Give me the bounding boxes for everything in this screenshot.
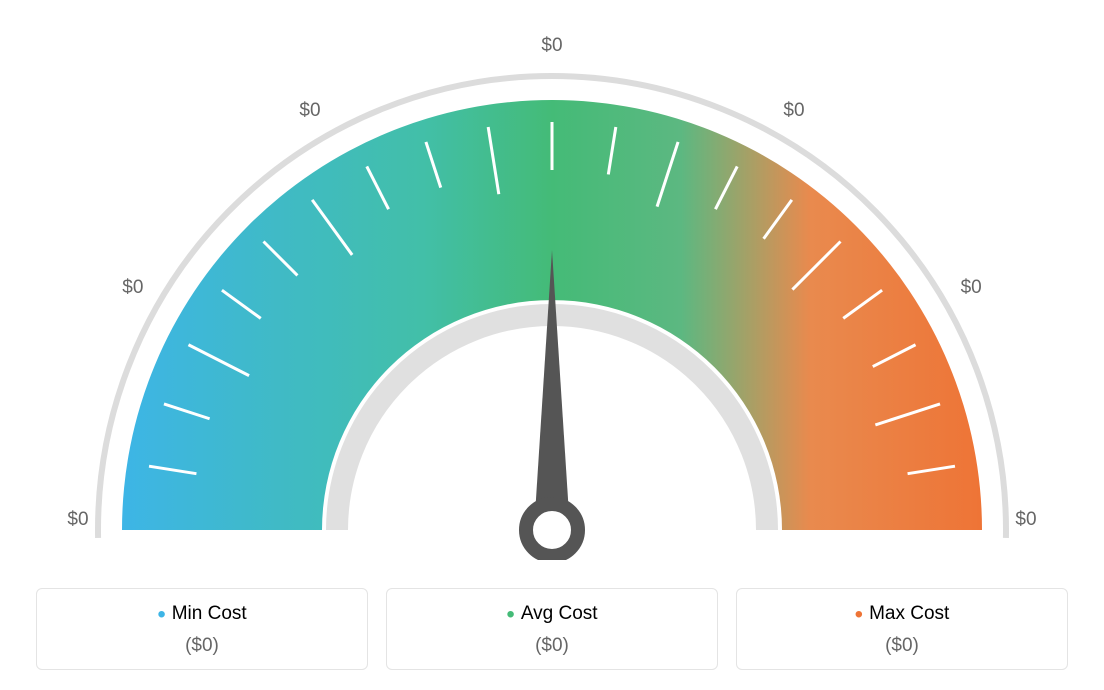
dot-icon: • bbox=[157, 601, 165, 628]
gauge-tick-label: $0 bbox=[1015, 509, 1036, 531]
gauge-svg bbox=[0, 0, 1104, 560]
legend-row: • Min Cost ($0) • Avg Cost ($0) • Max Cost … bbox=[36, 588, 1068, 670]
legend-title-avg: • Avg Cost bbox=[397, 603, 707, 625]
dot-icon: • bbox=[855, 601, 863, 628]
legend-card-avg: • Avg Cost ($0) bbox=[386, 588, 718, 670]
gauge-tick-label: $0 bbox=[299, 100, 320, 122]
legend-value-max: ($0) bbox=[747, 635, 1057, 657]
legend-title-text: Max Cost bbox=[869, 603, 949, 624]
legend-value-min: ($0) bbox=[47, 635, 357, 657]
gauge-tick-label: $0 bbox=[67, 509, 88, 531]
legend-value-avg: ($0) bbox=[397, 635, 707, 657]
gauge-tick-label: $0 bbox=[541, 35, 562, 57]
gauge-pivot bbox=[526, 504, 578, 556]
gauge-area: $0 $0 $0 $0 $0 $0 $0 bbox=[0, 0, 1104, 560]
gauge-tick-label: $0 bbox=[122, 277, 143, 299]
legend-title-min: • Min Cost bbox=[47, 603, 357, 625]
gauge-tick-label: $0 bbox=[783, 100, 804, 122]
cost-gauge-widget: $0 $0 $0 $0 $0 $0 $0 • Min Cost ($0) • Avg Cost … bbox=[0, 0, 1104, 690]
gauge-tick-label: $0 bbox=[961, 277, 982, 299]
legend-title-text: Avg Cost bbox=[521, 603, 598, 624]
dot-icon: • bbox=[506, 601, 514, 628]
legend-title-max: • Max Cost bbox=[747, 603, 1057, 625]
legend-card-max: • Max Cost ($0) bbox=[736, 588, 1068, 670]
legend-title-text: Min Cost bbox=[172, 603, 247, 624]
legend-card-min: • Min Cost ($0) bbox=[36, 588, 368, 670]
